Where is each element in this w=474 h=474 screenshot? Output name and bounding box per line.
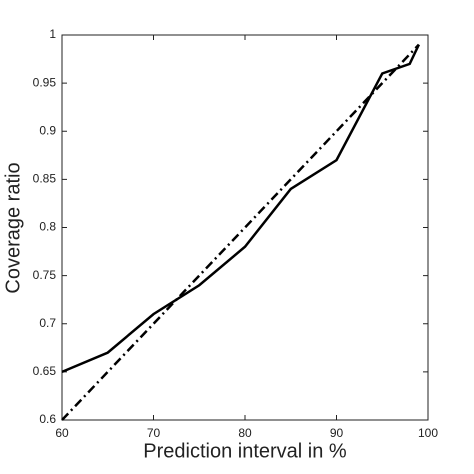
y-tick-label: 0.7 [39, 316, 56, 330]
y-axis-label: Coverage ratio [2, 162, 24, 293]
y-tick-label: 1 [49, 27, 56, 41]
y-tick-label: 0.65 [33, 364, 57, 378]
x-tick-label: 60 [55, 426, 69, 440]
y-tick-label: 0.95 [33, 75, 57, 89]
x-tick-label: 80 [238, 426, 252, 440]
y-tick-label: 0.85 [33, 172, 57, 186]
x-tick-label: 90 [330, 426, 344, 440]
data-line [61, 43, 420, 421]
y-tick-label: 0.6 [39, 412, 56, 426]
x-axis-label: Prediction interval in % [143, 440, 347, 462]
x-tick-label: 70 [147, 426, 161, 440]
y-tick-label: 0.8 [39, 220, 56, 234]
y-tick-label: 0.75 [33, 268, 57, 282]
x-tick-label: 100 [418, 426, 438, 440]
data-line [61, 44, 420, 374]
y-tick-label: 0.9 [39, 123, 56, 137]
